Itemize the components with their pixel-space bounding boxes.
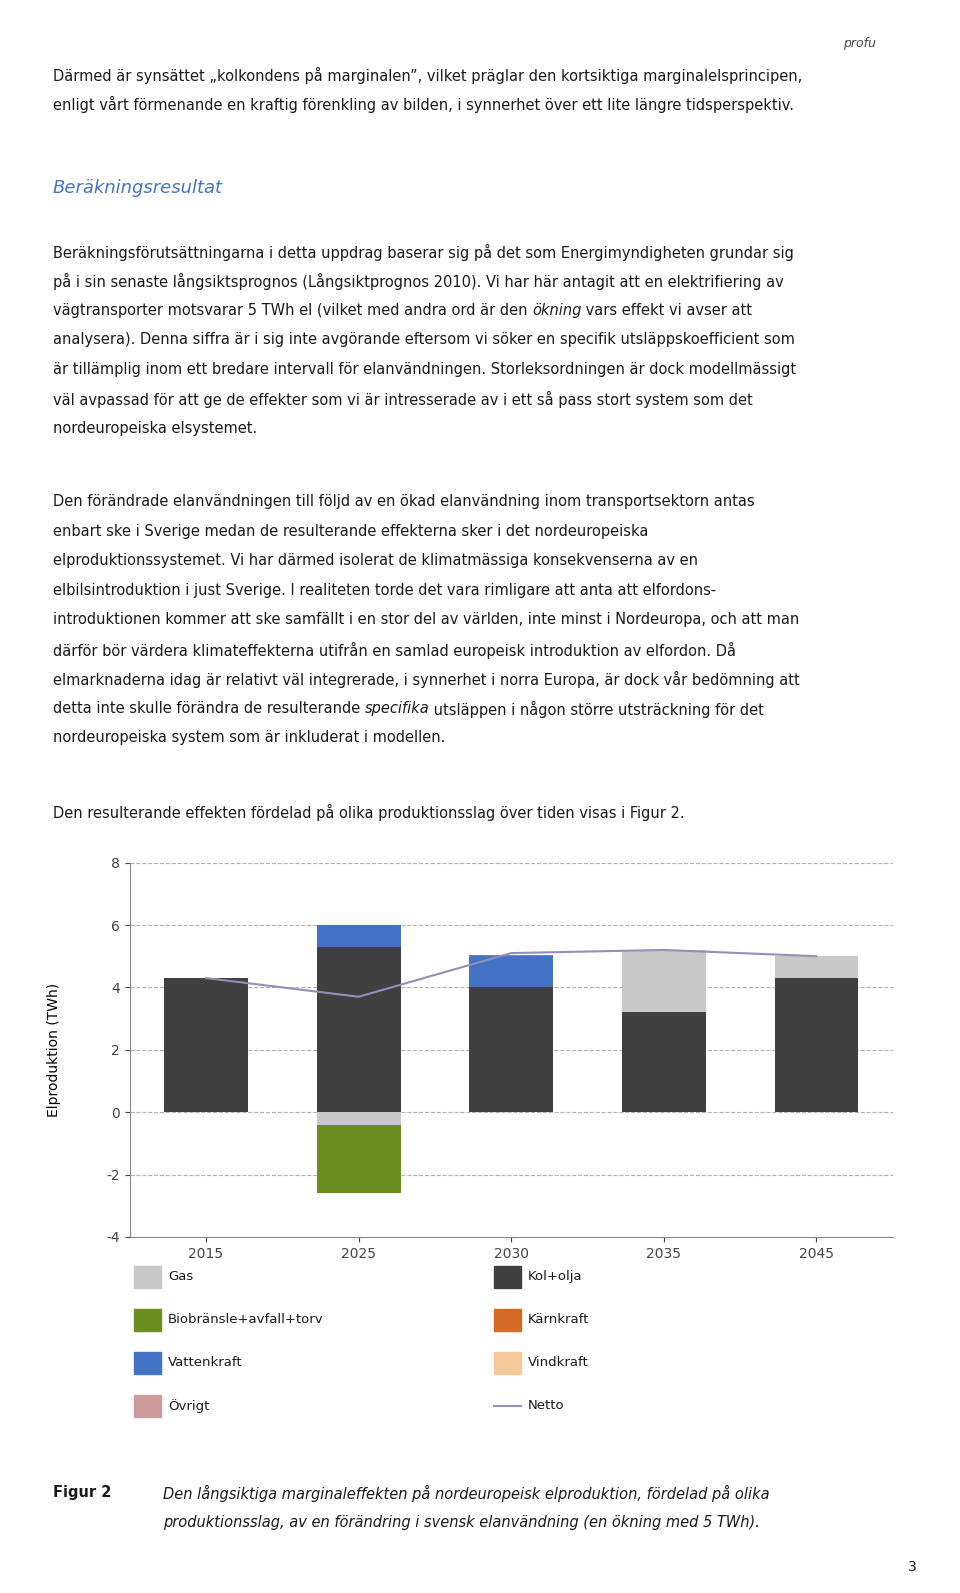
Text: vars effekt vi avser att: vars effekt vi avser att [582,303,753,317]
Y-axis label: Elproduktion (TWh): Elproduktion (TWh) [47,983,60,1117]
Bar [469,956,553,988]
Text: Beräkningsresultat: Beräkningsresultat [53,178,223,198]
Bar [775,956,858,978]
Text: Figur 2: Figur 2 [53,1485,111,1501]
Bar [622,949,706,1012]
Text: elproduktionssystemet. Vi har därmed isolerat de klimatmässiga konsekvenserna av: elproduktionssystemet. Vi har därmed iso… [53,553,698,569]
Text: Beräkningsförutsättningarna i detta uppdrag baserar sig på det som Energimyndigh: Beräkningsförutsättningarna i detta uppd… [53,244,794,261]
Text: 3: 3 [908,1560,917,1574]
Bar [164,978,248,1112]
Text: Därmed är synsättet „kolkondens på marginalen”, vilket präglar den kortsiktiga m: Därmed är synsättet „kolkondens på margi… [53,67,802,84]
Text: utsläppen i någon större utsträckning för det: utsläppen i någon större utsträckning fö… [429,701,764,717]
Text: Vindkraft: Vindkraft [528,1356,588,1370]
Text: på i sin senaste långsiktsprognos (Långsiktprognos 2010). Vi har här antagit att: på i sin senaste långsiktsprognos (Långs… [53,272,783,290]
Text: Kol+olja: Kol+olja [528,1270,583,1284]
Bar [317,946,400,1112]
Bar [317,926,400,946]
Text: Den långsiktiga marginaleffekten på nordeuropeisk elproduktion, fördelad på olik: Den långsiktiga marginaleffekten på nord… [163,1485,770,1502]
Text: nordeuropeiska system som är inkluderat i modellen.: nordeuropeiska system som är inkluderat … [53,730,445,746]
Text: produktionsslag, av en förändring i svensk elanvändning (en ökning med 5 TWh).: produktionsslag, av en förändring i sven… [163,1515,760,1529]
Text: enligt vårt förmenande en kraftig förenkling av bilden, i synnerhet över ett lit: enligt vårt förmenande en kraftig förenk… [53,96,794,113]
Bar [775,978,858,1112]
Text: Övrigt: Övrigt [168,1399,209,1413]
Text: är tillämplig inom ett bredare intervall för elanvändningen. Storleksordningen ä: är tillämplig inom ett bredare intervall… [53,362,796,376]
Text: Netto: Netto [528,1399,564,1413]
Bar [622,1012,706,1112]
Text: elbilsintroduktion i just Sverige. I realiteten torde det vara rimligare att ant: elbilsintroduktion i just Sverige. I rea… [53,583,716,597]
Text: specifika: specifika [365,701,429,715]
Text: profu: profu [843,37,876,49]
Text: Gas: Gas [168,1270,193,1284]
Text: ökning: ökning [532,303,582,317]
Text: Vattenkraft: Vattenkraft [168,1356,243,1370]
Text: detta inte skulle förändra de resulterande: detta inte skulle förändra de resulteran… [53,701,365,715]
Text: väl avpassad för att ge de effekter som vi är intresserade av i ett så pass stor: väl avpassad för att ge de effekter som … [53,390,753,408]
Text: analysera). Denna siffra är i sig inte avgörande eftersom vi söker en specifik u: analysera). Denna siffra är i sig inte a… [53,331,795,347]
Bar [469,988,553,1112]
Text: nordeuropeiska elsystemet.: nordeuropeiska elsystemet. [53,421,257,435]
Bar [317,1112,400,1125]
Text: Kärnkraft: Kärnkraft [528,1313,589,1327]
Text: introduktionen kommer att ske samfällt i en stor del av världen, inte minst i No: introduktionen kommer att ske samfällt i… [53,612,799,628]
Text: Den resulterande effekten fördelad på olika produktionsslag över tiden visas i F: Den resulterande effekten fördelad på ol… [53,803,684,820]
Text: Biobränsle+avfall+torv: Biobränsle+avfall+torv [168,1313,324,1327]
Text: enbart ske i Sverige medan de resulterande effekterna sker i det nordeuropeiska: enbart ske i Sverige medan de resulteran… [53,524,648,538]
Text: vägtransporter motsvarar 5 TWh el (vilket med andra ord är den: vägtransporter motsvarar 5 TWh el (vilke… [53,303,532,317]
Text: elmarknaderna idag är relativt väl integrerade, i synnerhet i norra Europa, är d: elmarknaderna idag är relativt väl integ… [53,671,800,688]
Bar [317,1125,400,1193]
Text: därför bör värdera klimateffekterna utifrån en samlad europeisk introduktion av : därför bör värdera klimateffekterna utif… [53,642,735,658]
Text: Den förändrade elanvändningen till följd av en ökad elanvändning inom transports: Den förändrade elanvändningen till följd… [53,494,755,510]
